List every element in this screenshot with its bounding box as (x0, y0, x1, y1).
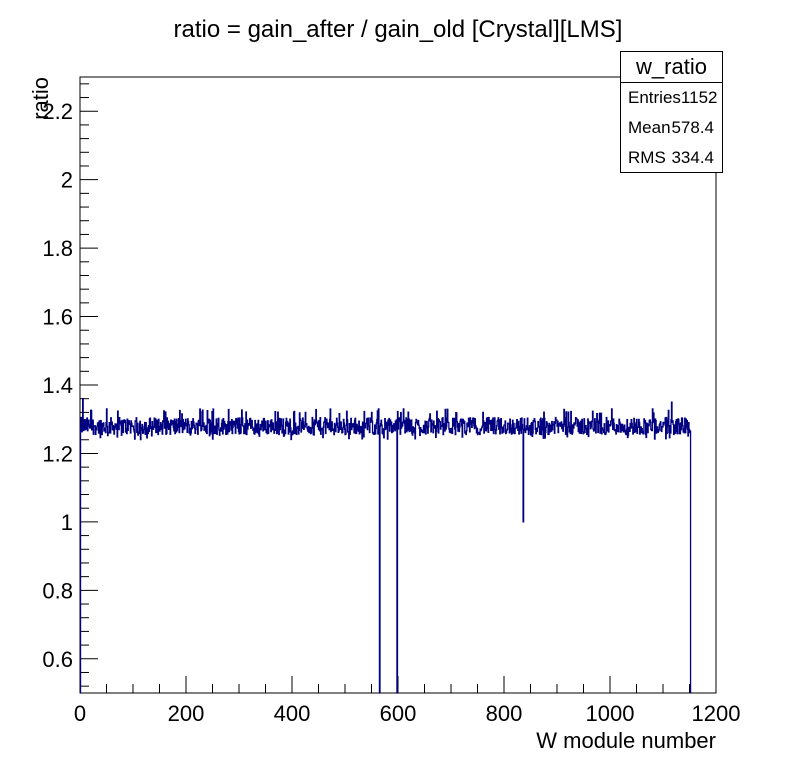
stats-row-rms: RMS 334.4 (621, 143, 722, 173)
y-tick-labels: 0.6 0.8 1 1.2 1.4 1.6 1.8 2 2.2 (42, 99, 73, 672)
stats-label: Entries (628, 88, 681, 107)
x-tick-label: 200 (168, 701, 205, 726)
series-histogram-line (79, 398, 692, 694)
x-tick-label: 1200 (692, 701, 741, 726)
y-tick-label: 1.8 (42, 236, 73, 261)
y-tick-label: 0.8 (42, 578, 73, 603)
y-tick-label: 1 (61, 510, 73, 535)
x-tick-labels: 0 200 400 600 800 1000 1200 (74, 701, 741, 726)
stats-row-mean: Mean 578.4 (621, 113, 722, 143)
y-axis-label: ratio (28, 77, 53, 120)
y-tick-label: 2.2 (42, 99, 73, 124)
y-tick-label: 1.4 (42, 373, 73, 398)
y-tick-label: 2 (61, 168, 73, 193)
x-tick-label: 400 (274, 701, 311, 726)
stats-value: 334.4 (671, 148, 714, 167)
stats-title: w_ratio (621, 52, 722, 83)
stats-row-entries: Entries 1152 (621, 83, 722, 113)
y-tick-label: 0.6 (42, 647, 73, 672)
stats-label: Mean (628, 118, 671, 137)
stats-value: 1152 (680, 88, 718, 107)
y-tick-label: 1.6 (42, 305, 73, 330)
x-tick-label: 600 (380, 701, 417, 726)
x-tick-label: 800 (486, 701, 523, 726)
x-tick-label: 0 (74, 701, 86, 726)
stats-box: w_ratio Entries 1152 Mean 578.4 RMS 334.… (620, 51, 723, 173)
x-tick-label: 1000 (586, 701, 635, 726)
stats-value: 578.4 (671, 118, 714, 137)
x-axis-label: W module number (536, 728, 716, 753)
y-tick-label: 1.2 (42, 441, 73, 466)
chart-title: ratio = gain_after / gain_old [Crystal][… (174, 16, 623, 43)
stats-label: RMS (628, 148, 666, 167)
